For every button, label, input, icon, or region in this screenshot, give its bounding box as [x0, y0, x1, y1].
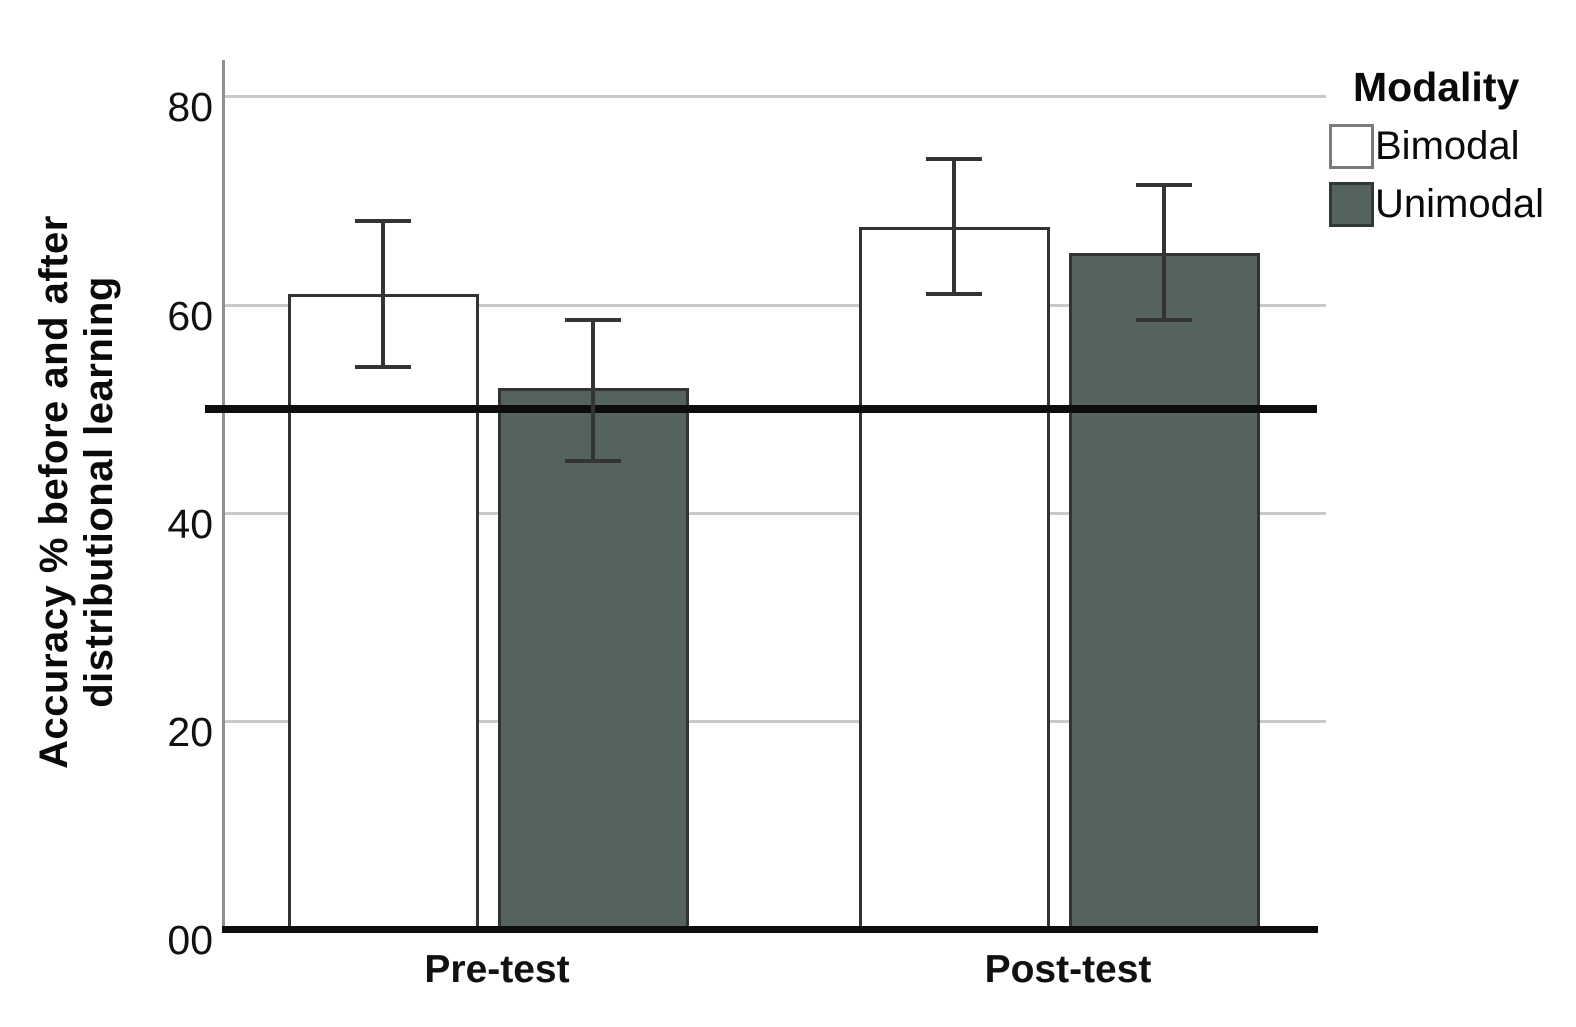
y-tick-label-60: 60 [167, 292, 213, 339]
bar-pre-test-unimodal [497, 387, 689, 932]
y-tick-label-0: 00 [167, 917, 213, 963]
errorbar-cap-bottom-post-test-bimodal [926, 292, 982, 297]
y-tick-label-40: 40 [167, 500, 213, 547]
errorbar-cap-bottom-pre-test-bimodal [355, 365, 411, 369]
x-tick-label-post-test: Post-test [984, 948, 1152, 991]
y-tick-label-80: 80 [167, 84, 213, 131]
y-gridline-40 [225, 511, 1326, 515]
legend-item-unimodal: Unimodal [1329, 182, 1544, 227]
legend-label-unimodal: Unimodal [1375, 182, 1544, 226]
errorbar-line-pre-test-unimodal [591, 320, 595, 461]
legend: Modality Bimodal Unimodal [1329, 64, 1544, 227]
x-tick-label-pre-test: Pre-test [424, 948, 570, 991]
legend-title: Modality [1353, 64, 1520, 110]
bar-post-test-bimodal [858, 226, 1050, 932]
errorbar-cap-top-post-test-unimodal [1136, 182, 1192, 187]
legend-label-bimodal: Bimodal [1375, 124, 1520, 168]
y-axis-line [222, 60, 225, 929]
bar-pre-test-bimodal [287, 294, 479, 932]
x-axis-line [222, 926, 1318, 933]
legend-swatch-bimodal [1329, 124, 1374, 169]
bar-post-test-unimodal [1068, 252, 1260, 932]
y-gridline-60 [225, 303, 1326, 307]
errorbar-line-post-test-bimodal [952, 158, 956, 295]
y-tick-label-20: 20 [167, 708, 213, 755]
legend-item-bimodal: Bimodal [1329, 124, 1544, 169]
errorbar-cap-top-pre-test-bimodal [355, 219, 411, 224]
y-gridline-20 [225, 719, 1326, 723]
errorbar-line-post-test-unimodal [1162, 184, 1166, 321]
errorbar-cap-bottom-post-test-unimodal [1136, 318, 1192, 323]
legend-swatch-unimodal [1329, 182, 1374, 227]
y-axis-title-line1: Accuracy % before and after [32, 215, 76, 769]
errorbar-cap-top-pre-test-unimodal [565, 318, 621, 323]
errorbar-line-pre-test-bimodal [381, 221, 385, 367]
errorbar-cap-bottom-pre-test-unimodal [565, 458, 621, 463]
chance-line [205, 404, 1317, 413]
errorbar-cap-top-post-test-bimodal [926, 156, 982, 161]
y-gridline-80 [225, 95, 1326, 99]
